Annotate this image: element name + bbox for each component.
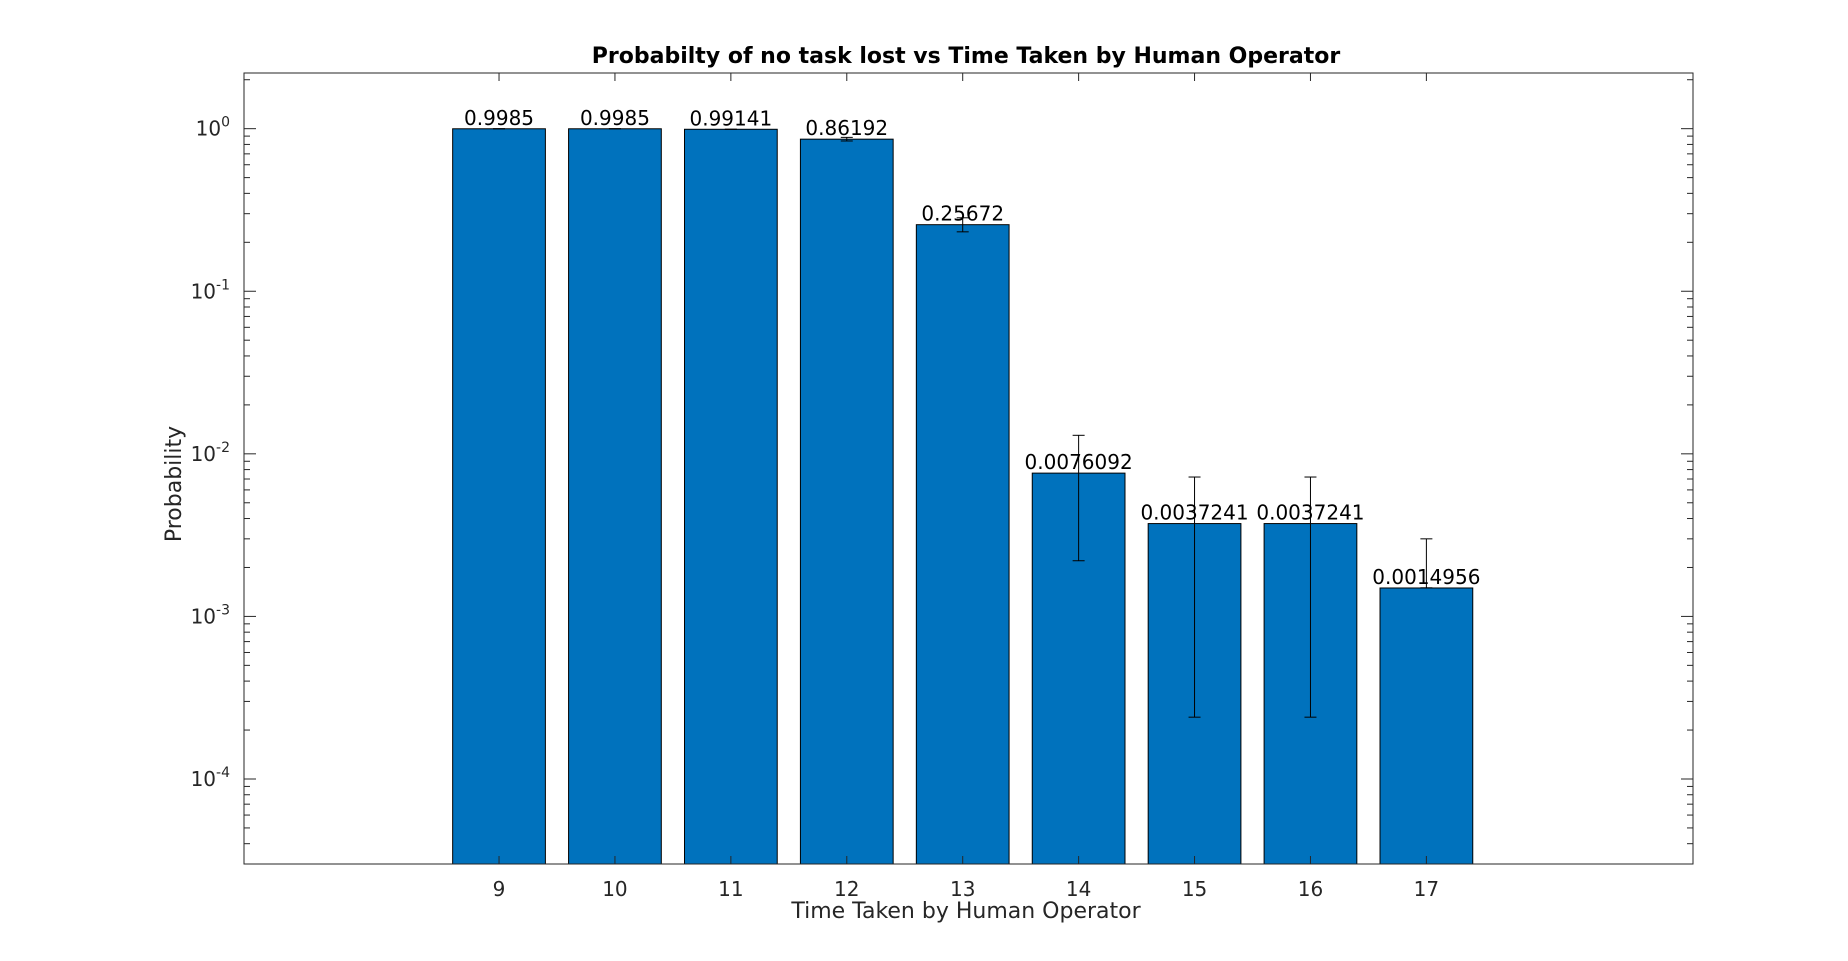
y-tick-label: 10-2: [191, 440, 230, 466]
data-label: 0.9985: [580, 106, 650, 130]
x-tick-label: 9: [493, 877, 506, 901]
bar: [452, 128, 546, 865]
data-label: 0.0037241: [1256, 501, 1364, 525]
x-tick-label: 13: [950, 877, 975, 901]
x-tick-label: 16: [1298, 877, 1323, 901]
y-tick-label: 100: [196, 115, 230, 141]
y-tick-label: 10-1: [191, 277, 230, 303]
axes-group: 9 10 11 12 13 14 15 16 17 100 10-1 10-2 10-3 10-4: [191, 72, 1694, 901]
plot-area-border: [243, 72, 1694, 865]
data-label: 0.86192: [805, 116, 888, 140]
bar: [568, 128, 662, 865]
data-label: 0.99141: [690, 106, 773, 130]
x-tick-label: 10: [602, 877, 627, 901]
x-tick-label: 12: [834, 877, 859, 901]
data-label: 0.0037241: [1140, 501, 1248, 525]
y-axis-label: Probability: [162, 426, 187, 542]
bars-group: [452, 128, 1474, 865]
x-axis-label: Time Taken by Human Operator: [790, 899, 1141, 924]
x-tick-label: 17: [1414, 877, 1439, 901]
bar: [683, 128, 778, 865]
bar: [915, 224, 1010, 865]
x-tick-label: 11: [718, 877, 743, 901]
y-tick-label: 10-4: [191, 765, 231, 791]
bar: [799, 138, 894, 865]
y-tick-label: 10-3: [191, 602, 230, 628]
data-label: 0.9985: [464, 106, 534, 130]
bar: [1379, 587, 1474, 865]
chart-title: Probabilty of no task lost vs Time Taken…: [592, 44, 1341, 69]
data-labels-group: 0.9985 0.9985 0.99141 0.86192 0.25672 0.00760…: [464, 106, 1480, 589]
data-label: 0.25672: [921, 202, 1004, 226]
error-bars-group: [493, 128, 1433, 718]
x-tick-label: 15: [1182, 877, 1207, 901]
x-tick-label: 14: [1066, 877, 1091, 901]
data-label: 0.0076092: [1025, 450, 1133, 474]
data-label: 0.0014956: [1372, 565, 1480, 589]
